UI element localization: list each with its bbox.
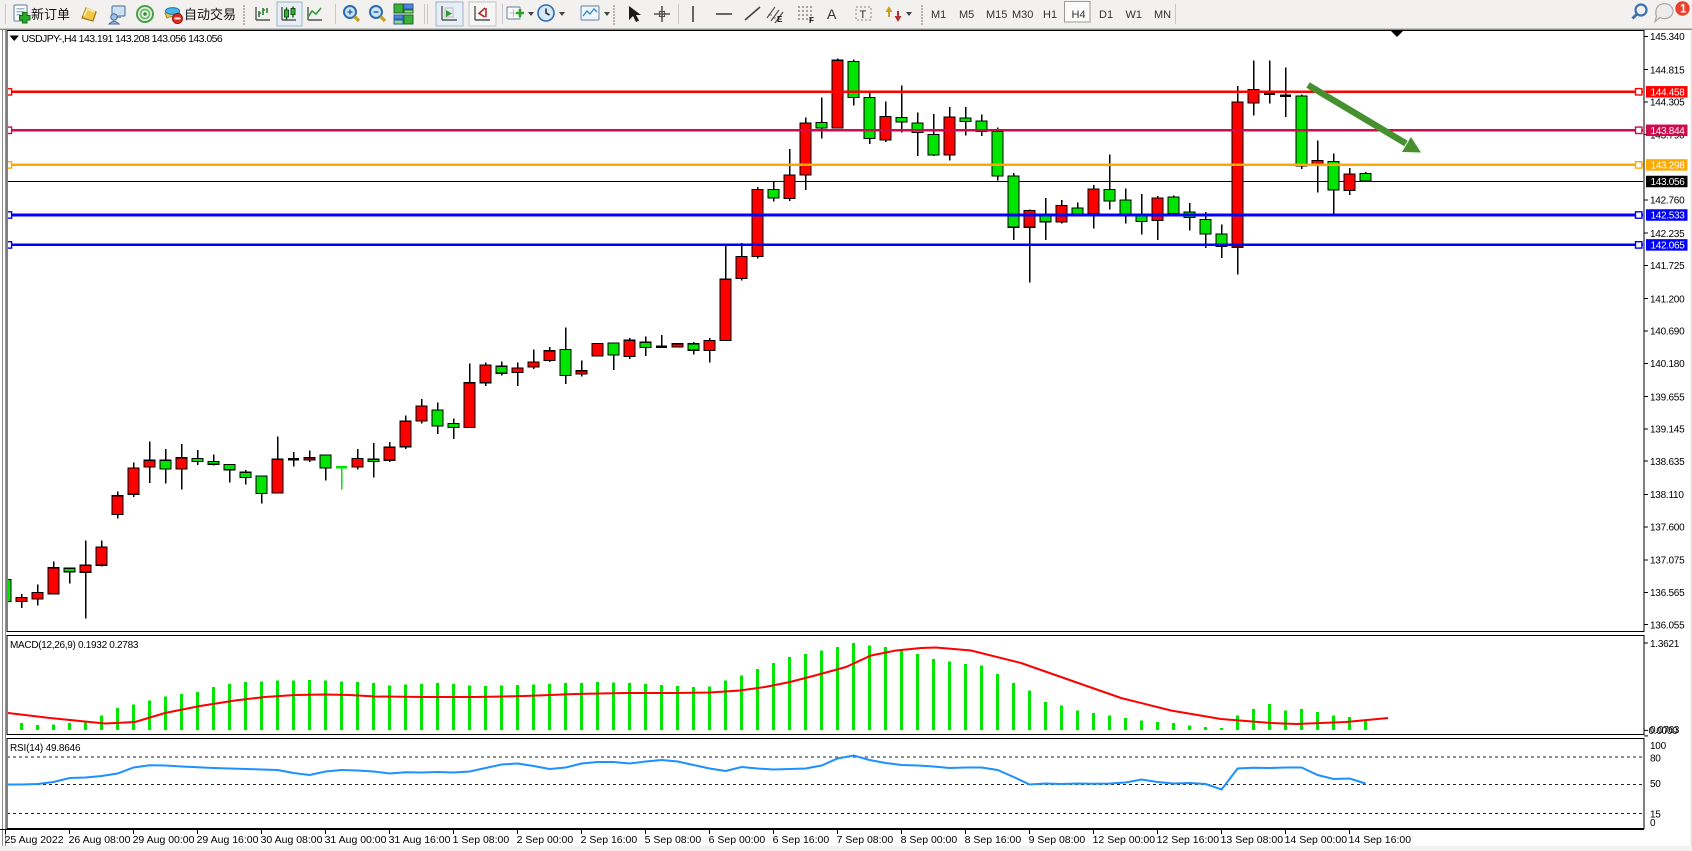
svg-text:141.725: 141.725 xyxy=(1650,261,1685,272)
svg-text:142.760: 142.760 xyxy=(1650,196,1685,207)
svg-text:100: 100 xyxy=(1650,741,1667,752)
svg-text:143.844: 143.844 xyxy=(1651,126,1686,137)
svg-text:新订单: 新订单 xyxy=(31,7,70,22)
svg-text:USDJPY-,H4 143.191 143.208 14: USDJPY-,H4 143.191 143.208 143.056 143.0… xyxy=(22,33,223,45)
svg-text:144.305: 144.305 xyxy=(1650,98,1685,109)
svg-text:H1: H1 xyxy=(1043,9,1057,21)
svg-text:6 Sep 00:00: 6 Sep 00:00 xyxy=(709,834,766,846)
svg-text:0.0763: 0.0763 xyxy=(1650,725,1680,736)
svg-text:1: 1 xyxy=(1680,4,1687,16)
svg-text:自动交易: 自动交易 xyxy=(184,7,236,22)
svg-text:31 Aug 00:00: 31 Aug 00:00 xyxy=(325,834,387,846)
svg-text:F: F xyxy=(809,16,814,25)
svg-text:136.055: 136.055 xyxy=(1650,620,1685,631)
svg-text:29 Aug 00:00: 29 Aug 00:00 xyxy=(133,834,195,846)
svg-text:2 Sep 00:00: 2 Sep 00:00 xyxy=(517,834,574,846)
svg-text:M15: M15 xyxy=(986,9,1007,21)
svg-text:14 Sep 16:00: 14 Sep 16:00 xyxy=(1349,834,1412,846)
svg-text:80: 80 xyxy=(1650,754,1661,765)
svg-text:30 Aug 08:00: 30 Aug 08:00 xyxy=(261,834,323,846)
svg-text:143.298: 143.298 xyxy=(1651,161,1686,172)
svg-text:E: E xyxy=(777,15,783,24)
svg-text:8 Sep 16:00: 8 Sep 16:00 xyxy=(965,834,1022,846)
svg-text:138.635: 138.635 xyxy=(1650,457,1685,468)
svg-text:140.180: 140.180 xyxy=(1650,359,1685,370)
svg-text:MACD(12,26,9) 0.1932 0.2783: MACD(12,26,9) 0.1932 0.2783 xyxy=(10,640,139,651)
svg-text:H4: H4 xyxy=(1072,9,1086,21)
svg-text:139.655: 139.655 xyxy=(1650,392,1685,403)
svg-text:136.565: 136.565 xyxy=(1650,588,1685,599)
svg-text:15: 15 xyxy=(1650,810,1661,821)
svg-text:A: A xyxy=(827,6,837,22)
svg-text:12 Sep 16:00: 12 Sep 16:00 xyxy=(1157,834,1220,846)
svg-text:29 Aug 16:00: 29 Aug 16:00 xyxy=(197,834,259,846)
svg-text:50: 50 xyxy=(1650,779,1661,790)
svg-text:1.3621: 1.3621 xyxy=(1650,639,1680,650)
svg-text:W1: W1 xyxy=(1126,9,1143,21)
svg-text:9 Sep 08:00: 9 Sep 08:00 xyxy=(1029,834,1086,846)
svg-text:137.075: 137.075 xyxy=(1650,556,1685,567)
svg-text:139.145: 139.145 xyxy=(1650,425,1685,436)
svg-text:1 Sep 08:00: 1 Sep 08:00 xyxy=(453,834,510,846)
svg-text:31 Aug 16:00: 31 Aug 16:00 xyxy=(389,834,451,846)
svg-text:M30: M30 xyxy=(1012,9,1033,21)
svg-text:RSI(14) 49.8646: RSI(14) 49.8646 xyxy=(10,743,81,754)
svg-text:143.056: 143.056 xyxy=(1651,177,1686,188)
svg-text:140.690: 140.690 xyxy=(1650,327,1685,338)
svg-text:142.065: 142.065 xyxy=(1651,241,1686,252)
svg-text:7 Sep 08:00: 7 Sep 08:00 xyxy=(837,834,894,846)
svg-text:141.200: 141.200 xyxy=(1650,294,1685,305)
svg-text:14 Sep 00:00: 14 Sep 00:00 xyxy=(1285,834,1348,846)
svg-text:2 Sep 16:00: 2 Sep 16:00 xyxy=(581,834,638,846)
svg-text:142.235: 142.235 xyxy=(1650,229,1685,240)
svg-text:25 Aug 2022: 25 Aug 2022 xyxy=(5,834,64,846)
svg-text:12 Sep 00:00: 12 Sep 00:00 xyxy=(1093,834,1156,846)
svg-text:MN: MN xyxy=(1154,9,1171,21)
svg-text:M5: M5 xyxy=(959,9,974,21)
svg-text:137.600: 137.600 xyxy=(1650,523,1685,534)
svg-text:26 Aug 08:00: 26 Aug 08:00 xyxy=(69,834,131,846)
svg-text:13 Sep 08:00: 13 Sep 08:00 xyxy=(1221,834,1284,846)
svg-text:142.533: 142.533 xyxy=(1651,211,1686,222)
svg-text:0: 0 xyxy=(1650,818,1656,829)
svg-text:M1: M1 xyxy=(931,9,946,21)
svg-text:5 Sep 08:00: 5 Sep 08:00 xyxy=(645,834,702,846)
svg-text:D1: D1 xyxy=(1099,9,1113,21)
svg-text:144.815: 144.815 xyxy=(1650,65,1685,76)
svg-text:T: T xyxy=(860,9,867,21)
svg-text:6 Sep 16:00: 6 Sep 16:00 xyxy=(773,834,830,846)
svg-text:145.340: 145.340 xyxy=(1650,32,1685,43)
svg-text:8 Sep 00:00: 8 Sep 00:00 xyxy=(901,834,958,846)
svg-text:144.458: 144.458 xyxy=(1651,88,1686,99)
svg-text:0.0000: 0.0000 xyxy=(1649,726,1679,737)
svg-text:138.110: 138.110 xyxy=(1650,490,1684,501)
